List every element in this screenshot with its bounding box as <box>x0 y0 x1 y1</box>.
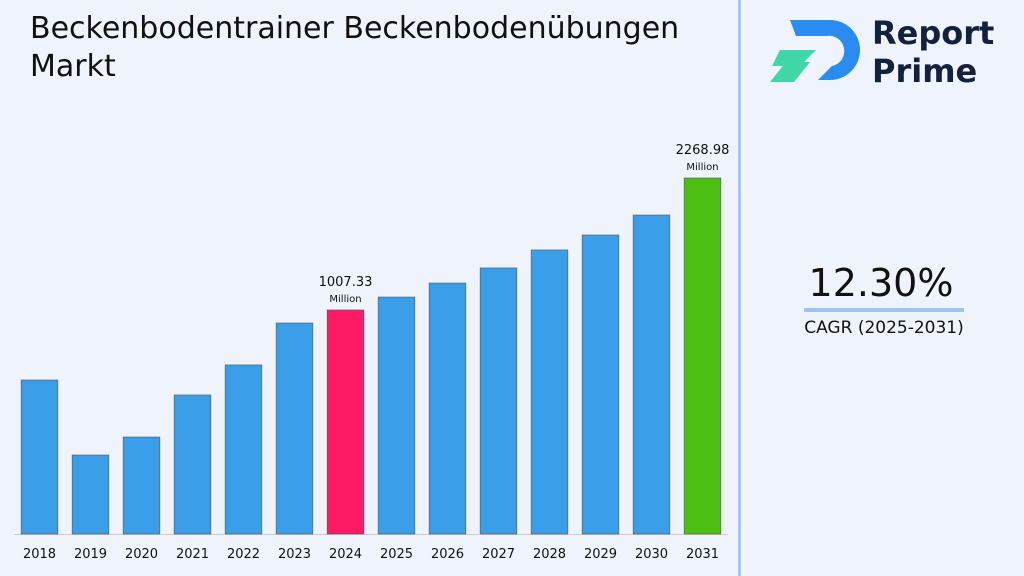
bar <box>326 309 365 535</box>
bar <box>428 282 467 535</box>
bar <box>683 177 722 535</box>
value-unit: Million <box>686 162 718 173</box>
bar <box>275 322 314 535</box>
x-tick-label: 2027 <box>482 547 515 562</box>
bar <box>377 296 416 535</box>
x-tick-label: 2030 <box>635 547 668 562</box>
bar <box>71 454 110 535</box>
x-tick-label: 2028 <box>533 547 566 562</box>
logo-mark <box>770 50 816 82</box>
cagr-label: CAGR (2025-2031) <box>804 318 964 338</box>
cagr-underline <box>804 308 964 312</box>
logo-mark <box>790 20 860 80</box>
x-tick-label: 2025 <box>380 547 413 562</box>
logo-text: Report <box>872 14 994 52</box>
bar <box>20 379 59 535</box>
bar <box>581 234 620 535</box>
x-tick-label: 2023 <box>278 547 311 562</box>
bar <box>224 364 263 535</box>
chart-title: Beckenbodentrainer Beckenbodenübungen Mar… <box>30 11 679 84</box>
value-label: 2268.98 <box>676 143 730 158</box>
x-tick-label: 2021 <box>176 547 209 562</box>
bar <box>632 214 671 535</box>
bar <box>479 267 518 535</box>
logo-text: Prime <box>872 52 977 90</box>
value-unit: Million <box>329 294 361 305</box>
x-tick-label: 2018 <box>23 547 56 562</box>
x-tick-label: 2019 <box>74 547 107 562</box>
logo: Report Prime <box>770 14 994 90</box>
divider <box>738 0 741 576</box>
x-tick-label: 2024 <box>329 547 362 562</box>
bar <box>173 394 212 535</box>
x-tick-label: 2026 <box>431 547 464 562</box>
x-tick-label: 2022 <box>227 547 260 562</box>
value-label: 1007.33 <box>319 275 373 290</box>
x-tick-label: 2029 <box>584 547 617 562</box>
x-tick-label: 2031 <box>686 547 719 562</box>
bar <box>122 436 161 535</box>
bar <box>530 249 569 535</box>
cagr-value: 12.30% <box>809 261 954 305</box>
x-tick-label: 2020 <box>125 547 158 562</box>
